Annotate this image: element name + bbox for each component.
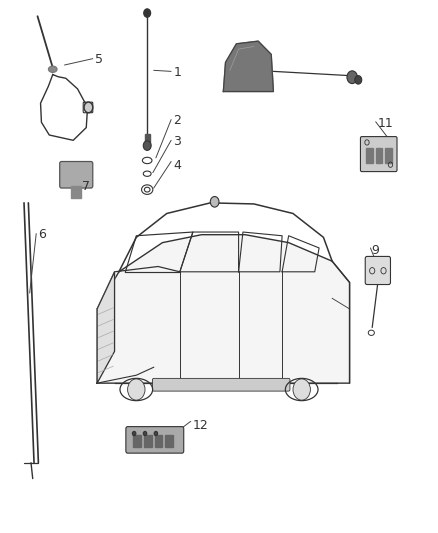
FancyBboxPatch shape [365, 256, 391, 285]
Text: 11: 11 [378, 117, 394, 130]
Text: 6: 6 [39, 228, 46, 241]
Polygon shape [223, 41, 273, 92]
Text: 12: 12 [193, 419, 208, 432]
FancyBboxPatch shape [360, 136, 397, 172]
Circle shape [347, 71, 357, 84]
Circle shape [154, 431, 158, 435]
FancyBboxPatch shape [60, 161, 93, 188]
Bar [71, 186, 81, 198]
Circle shape [355, 76, 362, 84]
Circle shape [127, 379, 145, 400]
Ellipse shape [48, 66, 57, 72]
Text: 3: 3 [173, 135, 181, 148]
Text: 2: 2 [173, 114, 181, 127]
Circle shape [132, 431, 136, 435]
Bar [155, 435, 162, 447]
Bar [366, 148, 373, 163]
Circle shape [84, 102, 93, 113]
Bar [133, 435, 141, 447]
Circle shape [144, 9, 151, 17]
Text: 1: 1 [173, 67, 181, 79]
Circle shape [143, 141, 151, 150]
Text: 9: 9 [371, 244, 379, 257]
Bar [385, 148, 392, 163]
Bar [145, 134, 150, 146]
Text: 7: 7 [82, 181, 90, 193]
Text: 8: 8 [258, 69, 266, 82]
Circle shape [143, 431, 147, 435]
Polygon shape [97, 235, 350, 383]
Text: 5: 5 [95, 53, 103, 66]
Bar [166, 435, 173, 447]
Text: 4: 4 [173, 159, 181, 172]
FancyBboxPatch shape [152, 378, 290, 391]
FancyBboxPatch shape [126, 426, 184, 453]
Circle shape [210, 197, 219, 207]
Polygon shape [97, 272, 115, 383]
Bar [376, 148, 382, 163]
Circle shape [293, 379, 311, 400]
Bar [144, 435, 152, 447]
